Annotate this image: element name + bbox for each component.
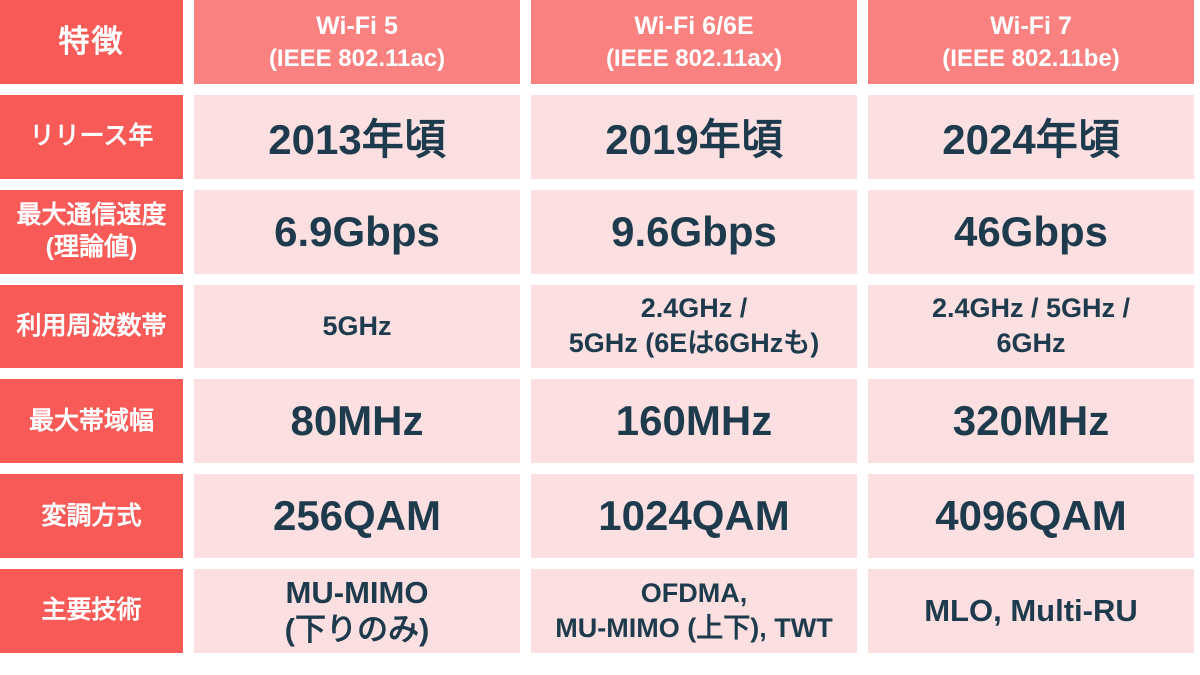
cell-release-year-wifi6: 2019年頃 — [531, 94, 857, 179]
cell-release-year-wifi5: 2013年頃 — [194, 94, 520, 179]
cell-technologies-wifi5: MU-MIMO (下りのみ) — [194, 569, 520, 653]
cell-frequency-wifi5: 5GHz — [194, 284, 520, 369]
cell-modulation-wifi7: 4096QAM — [868, 474, 1194, 559]
cell-modulation-wifi6: 1024QAM — [531, 474, 857, 559]
column-header-wifi6: Wi-Fi 6/6E (IEEE 802.11ax) — [531, 0, 857, 84]
column-header-wifi7: Wi-Fi 7 (IEEE 802.11be) — [868, 0, 1194, 84]
cell-frequency-wifi6: 2.4GHz / 5GHz (6Eは6GHzも) — [531, 284, 857, 369]
cell-technologies-wifi6: OFDMA, MU-MIMO (上下), TWT — [531, 569, 857, 653]
row-label-max-bandwidth: 最大帯域幅 — [0, 379, 183, 464]
cell-release-year-wifi7: 2024年頃 — [868, 94, 1194, 179]
row-label-release-year: リリース年 — [0, 94, 183, 179]
column-header-wifi5: Wi-Fi 5 (IEEE 802.11ac) — [194, 0, 520, 84]
comparison-table: 特徴 Wi-Fi 5 (IEEE 802.11ac) Wi-Fi 6/6E (I… — [0, 0, 1194, 653]
cell-bandwidth-wifi6: 160MHz — [531, 379, 857, 464]
column-standard: (IEEE 802.11be) — [942, 44, 1120, 72]
column-standard: (IEEE 802.11ac) — [268, 44, 446, 72]
cell-technologies-wifi7: MLO, Multi-RU — [868, 569, 1194, 653]
cell-max-speed-wifi6: 9.6Gbps — [531, 189, 857, 274]
cell-frequency-wifi7: 2.4GHz / 5GHz / 6GHz — [868, 284, 1194, 369]
row-label-modulation: 変調方式 — [0, 474, 183, 559]
corner-header-cell: 特徴 — [0, 0, 183, 84]
row-label-key-technologies: 主要技術 — [0, 569, 183, 653]
cell-max-speed-wifi5: 6.9Gbps — [194, 189, 520, 274]
cell-bandwidth-wifi5: 80MHz — [194, 379, 520, 464]
cell-max-speed-wifi7: 46Gbps — [868, 189, 1194, 274]
cell-modulation-wifi5: 256QAM — [194, 474, 520, 559]
column-name: Wi-Fi 7 — [990, 12, 1072, 41]
column-name: Wi-Fi 6/6E — [634, 12, 754, 41]
column-standard: (IEEE 802.11ax) — [605, 44, 783, 72]
cell-bandwidth-wifi7: 320MHz — [868, 379, 1194, 464]
column-name: Wi-Fi 5 — [316, 12, 398, 41]
row-label-frequency-bands: 利用周波数帯 — [0, 284, 183, 369]
row-label-max-speed: 最大通信速度 (理論値) — [0, 189, 183, 274]
